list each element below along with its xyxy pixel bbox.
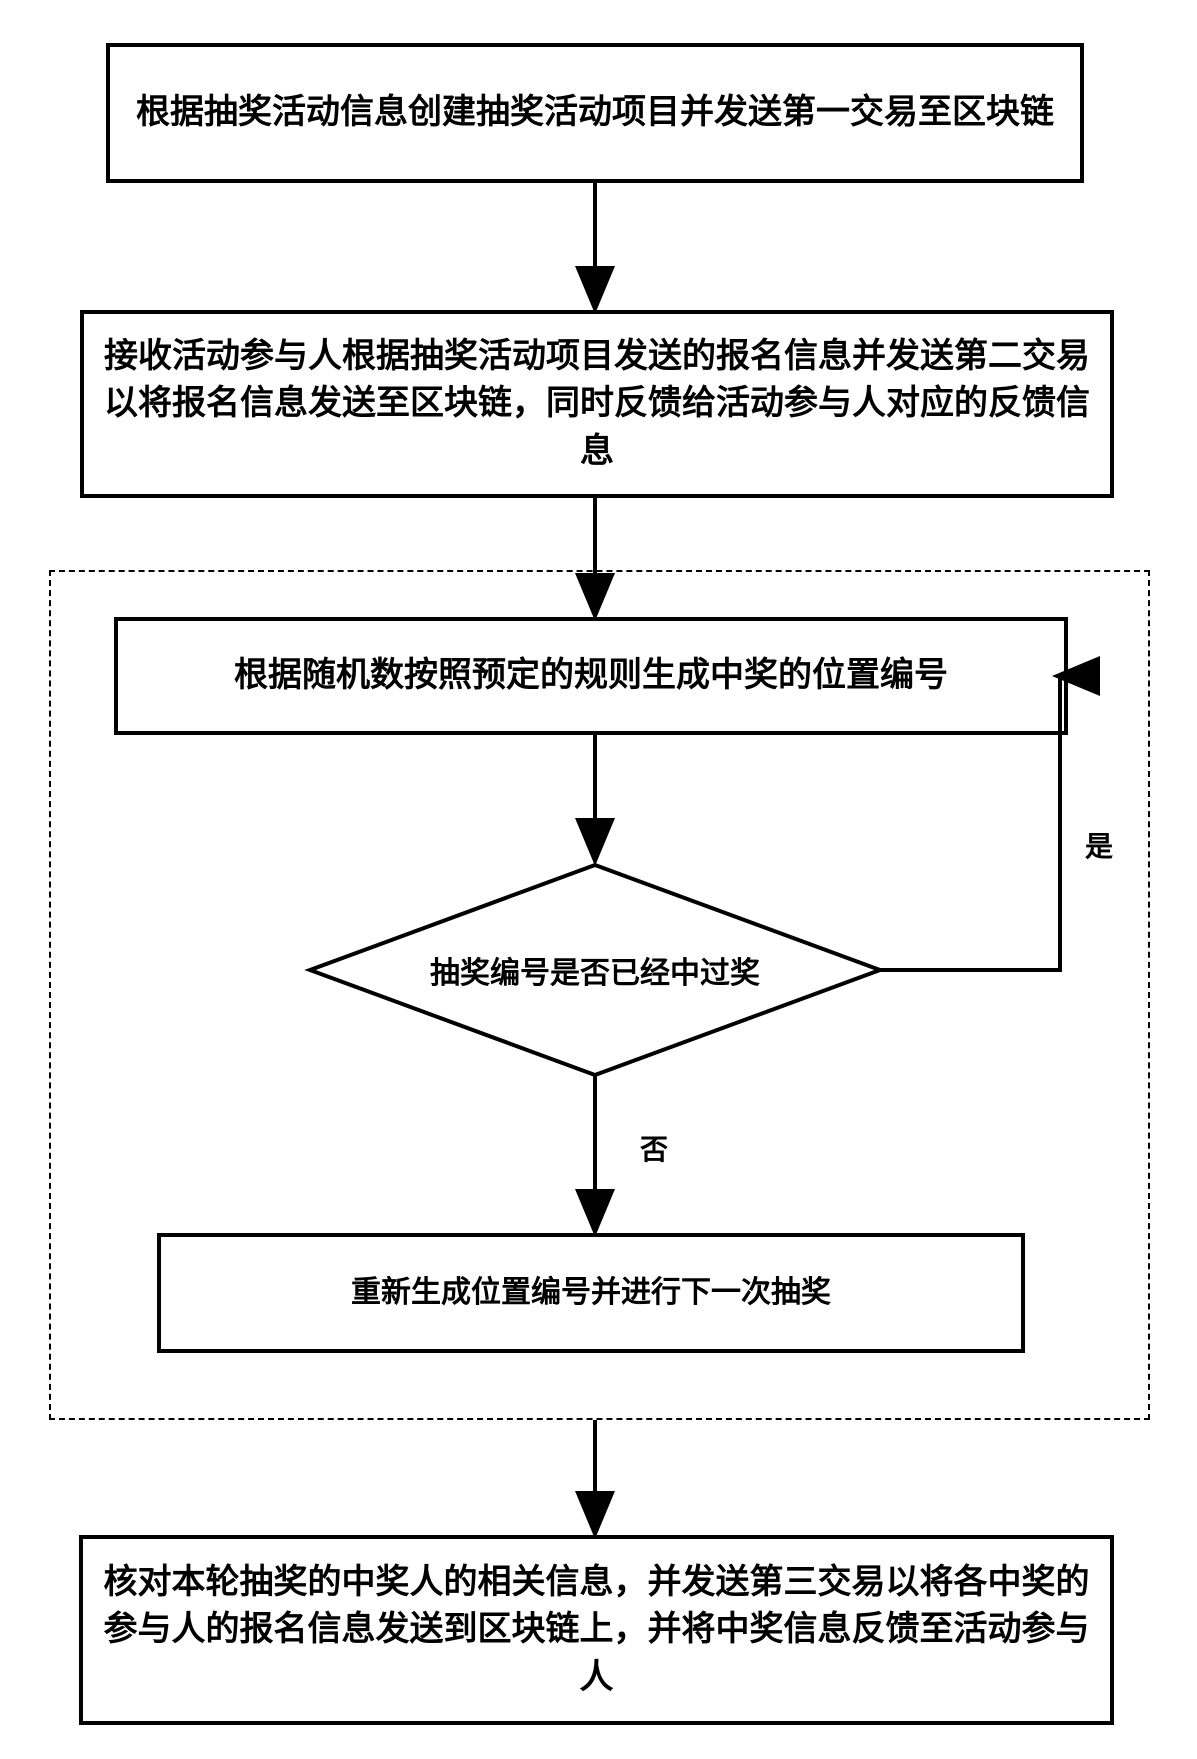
step-2-box: 接收活动参与人根据抽奖活动项目发送的报名信息并发送第二交易以将报名信息发送至区块… — [80, 310, 1114, 498]
step-5-box: 核对本轮抽奖的中奖人的相关信息，并发送第三交易以将各中奖的参与人的报名信息发送到… — [79, 1535, 1114, 1725]
no-label-text: 否 — [640, 1134, 668, 1165]
yes-label: 是 — [1085, 825, 1113, 865]
step-2-text: 接收活动参与人根据抽奖活动项目发送的报名信息并发送第二交易以将报名信息发送至区块… — [102, 333, 1092, 476]
step-1-box: 根据抽奖活动信息创建抽奖活动项目并发送第一交易至区块链 — [106, 43, 1084, 183]
yes-label-text: 是 — [1085, 831, 1113, 862]
step-4-box: 重新生成位置编号并进行下一次抽奖 — [157, 1233, 1025, 1353]
no-label: 否 — [640, 1128, 668, 1168]
step-5-text: 核对本轮抽奖的中奖人的相关信息，并发送第三交易以将各中奖的参与人的报名信息发送到… — [101, 1559, 1092, 1702]
flowchart-canvas: 根据抽奖活动信息创建抽奖活动项目并发送第一交易至区块链 接收活动参与人根据抽奖活… — [0, 0, 1197, 1759]
step-3-text: 根据随机数按照预定的规则生成中奖的位置编号 — [234, 652, 948, 700]
step-4-text: 重新生成位置编号并进行下一次抽奖 — [351, 1272, 831, 1314]
step-3-box: 根据随机数按照预定的规则生成中奖的位置编号 — [114, 617, 1068, 735]
step-1-text: 根据抽奖活动信息创建抽奖活动项目并发送第一交易至区块链 — [136, 89, 1054, 137]
